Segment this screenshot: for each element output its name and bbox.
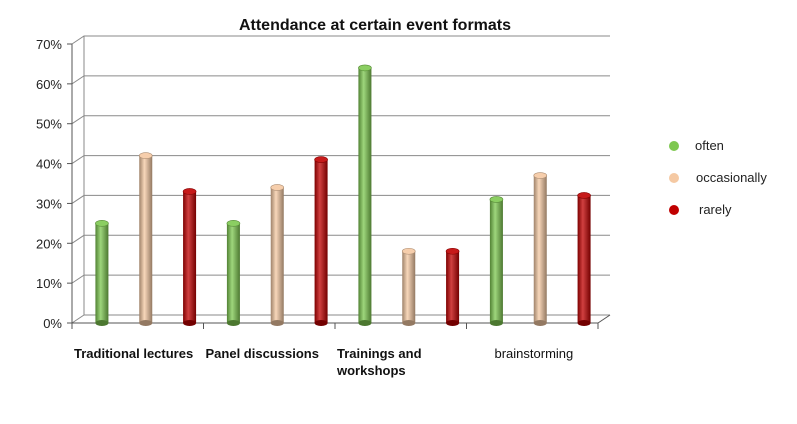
x-tick-label: Trainings and workshops bbox=[336, 346, 422, 378]
legend-item: rarely bbox=[669, 202, 732, 217]
bar bbox=[226, 220, 241, 326]
legend-label: often bbox=[695, 138, 724, 153]
gridline bbox=[71, 35, 610, 45]
axes bbox=[71, 36, 611, 329]
legend-label: rarely bbox=[699, 202, 732, 217]
legend-swatch bbox=[669, 173, 679, 183]
bar bbox=[95, 220, 109, 326]
x-tick-label: Panel discussions bbox=[206, 346, 319, 361]
bar bbox=[577, 192, 591, 326]
y-tick-label: 40% bbox=[36, 157, 62, 172]
bar bbox=[182, 188, 197, 326]
legend-label: occasionally bbox=[696, 170, 767, 185]
legend-item: often bbox=[669, 138, 724, 153]
y-tick-label: 10% bbox=[36, 276, 62, 291]
gridline bbox=[71, 115, 610, 125]
y-tick-label: 50% bbox=[36, 117, 62, 132]
bar bbox=[358, 64, 372, 326]
y-tick-label: 0% bbox=[43, 316, 62, 331]
legend-swatch bbox=[669, 205, 679, 215]
bar bbox=[138, 152, 153, 326]
legend-item: occasionally bbox=[669, 170, 767, 185]
gridline bbox=[71, 274, 610, 284]
legend-swatch bbox=[669, 141, 679, 151]
x-tick-label: Traditional lectures bbox=[74, 346, 193, 361]
y-tick-label: 70% bbox=[36, 37, 62, 52]
x-tick-label: brainstorming bbox=[495, 346, 574, 361]
bar bbox=[533, 172, 548, 326]
chart-title: Attendance at certain event formats bbox=[239, 17, 511, 34]
y-tick-label: 60% bbox=[36, 77, 62, 92]
gridline bbox=[71, 314, 610, 324]
gridline bbox=[71, 155, 610, 164]
bar bbox=[489, 196, 504, 326]
y-tick-label: 30% bbox=[36, 196, 62, 211]
bar bbox=[314, 156, 328, 326]
y-tick-label: 20% bbox=[36, 236, 62, 251]
gridline bbox=[71, 194, 610, 204]
x-axis-depth bbox=[597, 314, 611, 324]
x-axis-labels: Traditional lectures Panel discussions Tra… bbox=[74, 346, 573, 378]
gridline bbox=[71, 75, 610, 85]
bar bbox=[270, 184, 285, 326]
gridline bbox=[71, 234, 610, 244]
bar bbox=[445, 247, 460, 326]
bar bbox=[401, 247, 416, 326]
bars bbox=[95, 64, 591, 326]
legend: often occasionally rarely bbox=[669, 138, 767, 217]
